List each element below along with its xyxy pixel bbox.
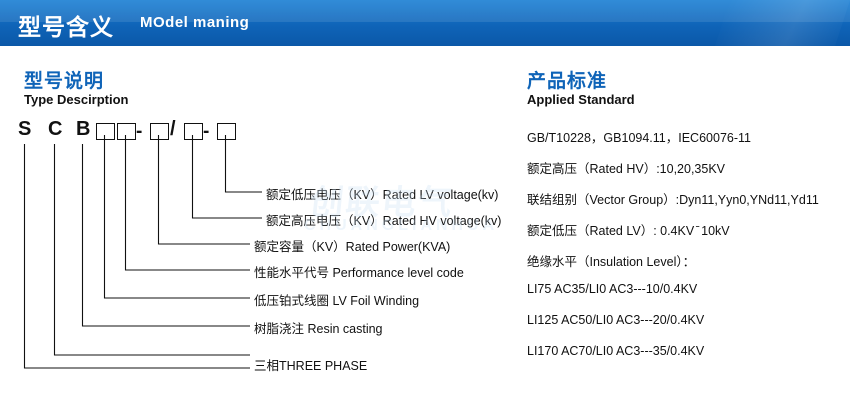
callout-lv-voltage: 额定低压电压（KV）Rated LV voltage(kv) xyxy=(266,188,499,202)
code-box-2 xyxy=(117,123,136,140)
leader-three-phase xyxy=(53,144,250,356)
callout-rated-power: 额定容量（KV）Rated Power(KVA) xyxy=(254,240,451,254)
code-box-3 xyxy=(150,123,169,140)
header-sheen xyxy=(0,0,850,22)
code-separator-dash-1: - xyxy=(136,121,143,142)
header-title-en: MOdel maning xyxy=(140,14,250,31)
code-letter-s: S xyxy=(18,118,32,140)
right-section-title-en: Applied Standard xyxy=(527,92,635,107)
standard-line-7: LI125 AC50/LI0 AC3---20/0.4KV xyxy=(527,313,705,327)
callout-performance-code: 性能水平代号 Performance level code xyxy=(254,266,464,280)
code-letter-c: C xyxy=(48,118,63,140)
leader-resin-casting xyxy=(81,144,250,327)
code-box-1 xyxy=(96,123,115,140)
header-title-cn: 型号含义 xyxy=(18,14,114,40)
code-box-4 xyxy=(184,123,203,140)
standard-line-6: LI75 AC35/LI0 AC3---10/0.4KV xyxy=(527,282,698,296)
callout-three-phase: 三相THREE PHASE xyxy=(254,359,368,373)
code-letter-b: B xyxy=(76,118,91,140)
leader-lv-foil xyxy=(103,135,250,299)
standard-line-2: 额定高压（Rated HV）:10,20,35KV xyxy=(527,162,725,176)
model-code-row: S C B - / - xyxy=(0,118,520,152)
left-section-title-cn: 型号说明 xyxy=(24,71,105,92)
code-separator-slash: / xyxy=(170,118,176,140)
header-accent-shape xyxy=(715,0,850,46)
right-section-title-cn: 产品标准 xyxy=(527,71,608,92)
standard-line-1: GB/T10228，GB1094.11，IEC60076-11 xyxy=(527,131,751,145)
callout-hv-voltage: 额定高压电压（KV）Rated HV voltage(kv) xyxy=(266,214,502,228)
callout-lv-foil-winding: 低压铂式线圈 LV Foil Winding xyxy=(254,294,420,308)
left-section-title-en: Type Descirption xyxy=(24,92,129,107)
code-separator-dash-2: - xyxy=(203,121,210,142)
leader-performance-code xyxy=(124,135,250,271)
page-header: 型号含义 MOdel maning xyxy=(0,0,850,46)
standard-line-8: LI170 AC70/LI0 AC3---35/0.4KV xyxy=(527,344,705,358)
standard-line-5: 绝缘水平（Insulation Level）： xyxy=(527,255,696,269)
leader-three-phase-2 xyxy=(23,144,250,369)
standard-line-4: 额定低压（Rated LV）: 0.4KV ̄ 10kV xyxy=(527,224,730,238)
callout-resin-casting: 树脂浇注 Resin casting xyxy=(254,322,383,336)
code-box-5 xyxy=(217,123,236,140)
standard-line-3: 联结组别（Vector Group）:Dyn11,Yyn0,YNd11,Yd11 xyxy=(527,193,819,207)
